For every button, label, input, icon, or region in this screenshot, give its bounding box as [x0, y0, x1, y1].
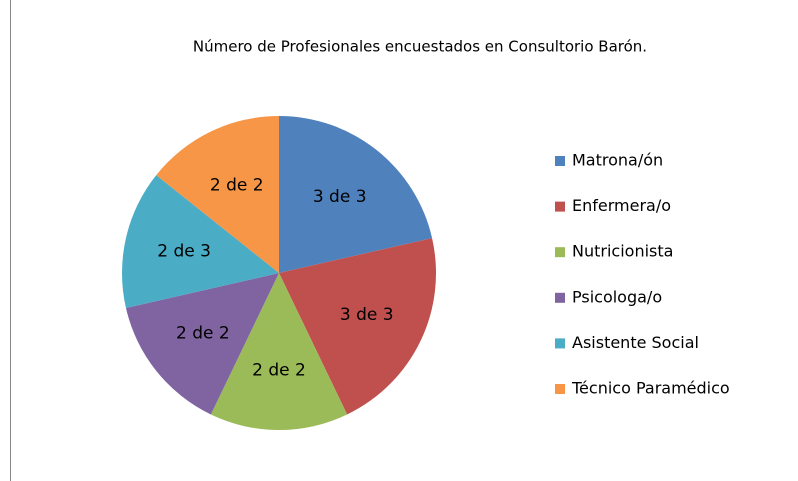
legend-swatch: [555, 292, 565, 303]
legend-label: Nutricionista: [572, 242, 673, 261]
data-label: 2 de 3: [157, 241, 211, 261]
legend-label: Enfermera/o: [572, 196, 671, 215]
legend-label: Asistente Social: [572, 333, 699, 352]
legend-swatch: [555, 156, 565, 166]
legend-swatch: [555, 201, 565, 212]
legend-label: Psicologa/o: [572, 287, 662, 306]
legend-swatch: [555, 338, 565, 349]
data-label: 2 de 2: [252, 360, 306, 380]
data-label: 2 de 2: [176, 324, 230, 344]
legend-label: Técnico Paramédico: [571, 379, 730, 398]
legend-label: Matrona/ón: [572, 151, 663, 170]
pie-slice: [210, 273, 348, 431]
legend-swatch: [555, 384, 565, 394]
data-label: 3 de 3: [313, 187, 367, 207]
pie-slice: [279, 238, 437, 415]
pie-slice: [125, 273, 280, 415]
legend-swatch: [555, 247, 565, 258]
pie-slice: [121, 175, 279, 308]
data-label: 2 de 2: [210, 175, 264, 195]
pie-slice: [156, 116, 279, 273]
pie-slice: [279, 116, 433, 273]
data-label: 3 de 3: [340, 305, 394, 325]
chart-title: Número de Profesionales encuestados en C…: [193, 38, 647, 56]
